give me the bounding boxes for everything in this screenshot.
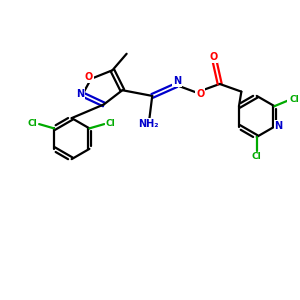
Text: O: O: [196, 88, 205, 99]
Text: Cl: Cl: [290, 95, 299, 104]
Text: O: O: [209, 52, 217, 62]
Text: Cl: Cl: [28, 119, 38, 128]
Text: Cl: Cl: [252, 152, 262, 161]
Text: N: N: [76, 89, 84, 99]
Text: O: O: [85, 72, 93, 82]
Text: Cl: Cl: [106, 119, 116, 128]
Text: NH₂: NH₂: [139, 118, 159, 128]
Text: N: N: [173, 76, 182, 86]
Text: N: N: [274, 121, 283, 131]
